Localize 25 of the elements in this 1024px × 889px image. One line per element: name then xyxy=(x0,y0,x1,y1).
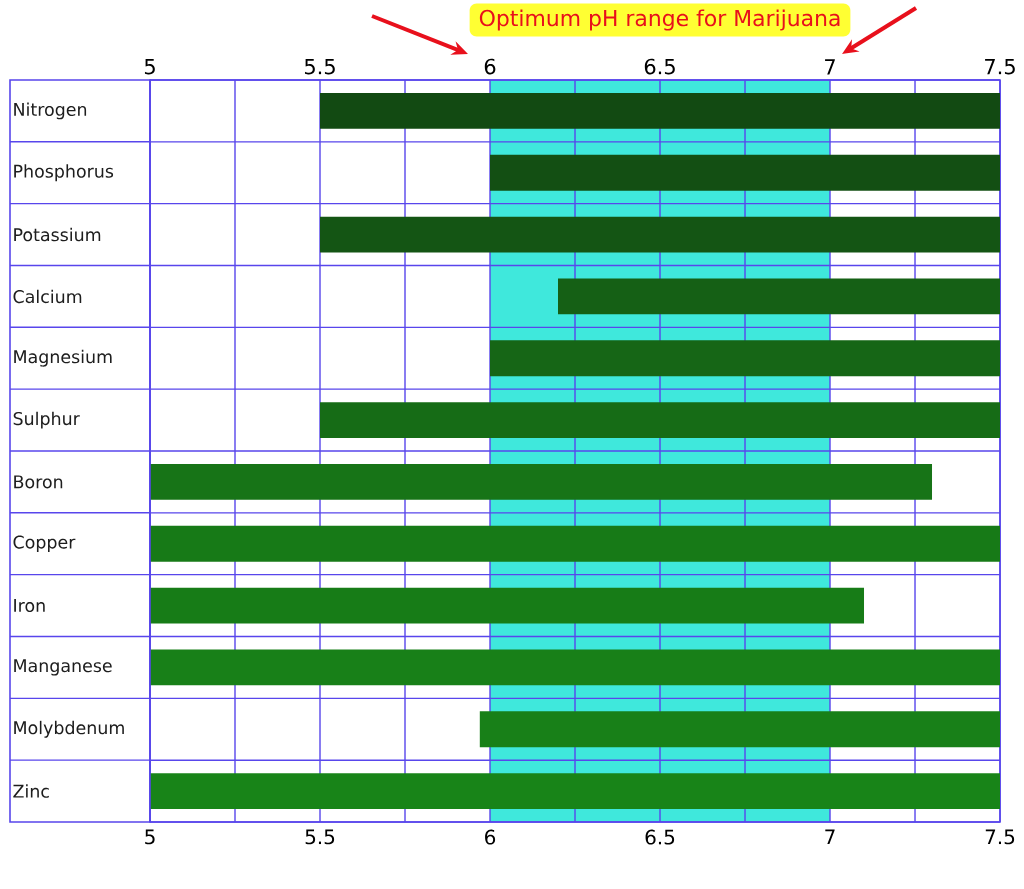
x-tick-label: 5 xyxy=(144,58,155,75)
x2-tick-label: 5.5 xyxy=(305,829,335,845)
y-tick-label: Manganese xyxy=(14,659,112,676)
x-tick-label: 7 xyxy=(825,59,835,75)
x-tick-label: 6.5 xyxy=(644,58,675,75)
x2-tick-label: 7.5 xyxy=(985,829,1015,845)
y-tick-label: Sulphur xyxy=(13,411,80,429)
y-tick-label: Magnesium xyxy=(14,349,112,367)
x-tick-label: 6 xyxy=(484,58,496,75)
x-tick-label: 7.5 xyxy=(985,58,1015,75)
band-label: Optimum pH range for Marijuana xyxy=(479,9,840,31)
x2-tick-label: 6 xyxy=(485,829,496,845)
y-tick-label: Molybdenum xyxy=(14,720,124,738)
y-tick-label: Calcium xyxy=(13,289,82,304)
x-tick-label: 5.5 xyxy=(304,58,335,75)
y-tick-label: Phosphorus xyxy=(14,164,114,182)
y-tick-label: Copper xyxy=(13,535,76,553)
y-tick-label: Nitrogen xyxy=(14,102,87,120)
x2-tick-label: 7 xyxy=(825,829,835,845)
x2-tick-label: 6.5 xyxy=(645,829,675,845)
y-tick-label: Boron xyxy=(14,475,63,489)
y-tick-label: Potassium xyxy=(14,227,101,242)
y-tick-label: Iron xyxy=(14,599,45,613)
y-tick-label: Zinc xyxy=(13,784,49,798)
x2-tick-label: 5 xyxy=(145,829,155,845)
